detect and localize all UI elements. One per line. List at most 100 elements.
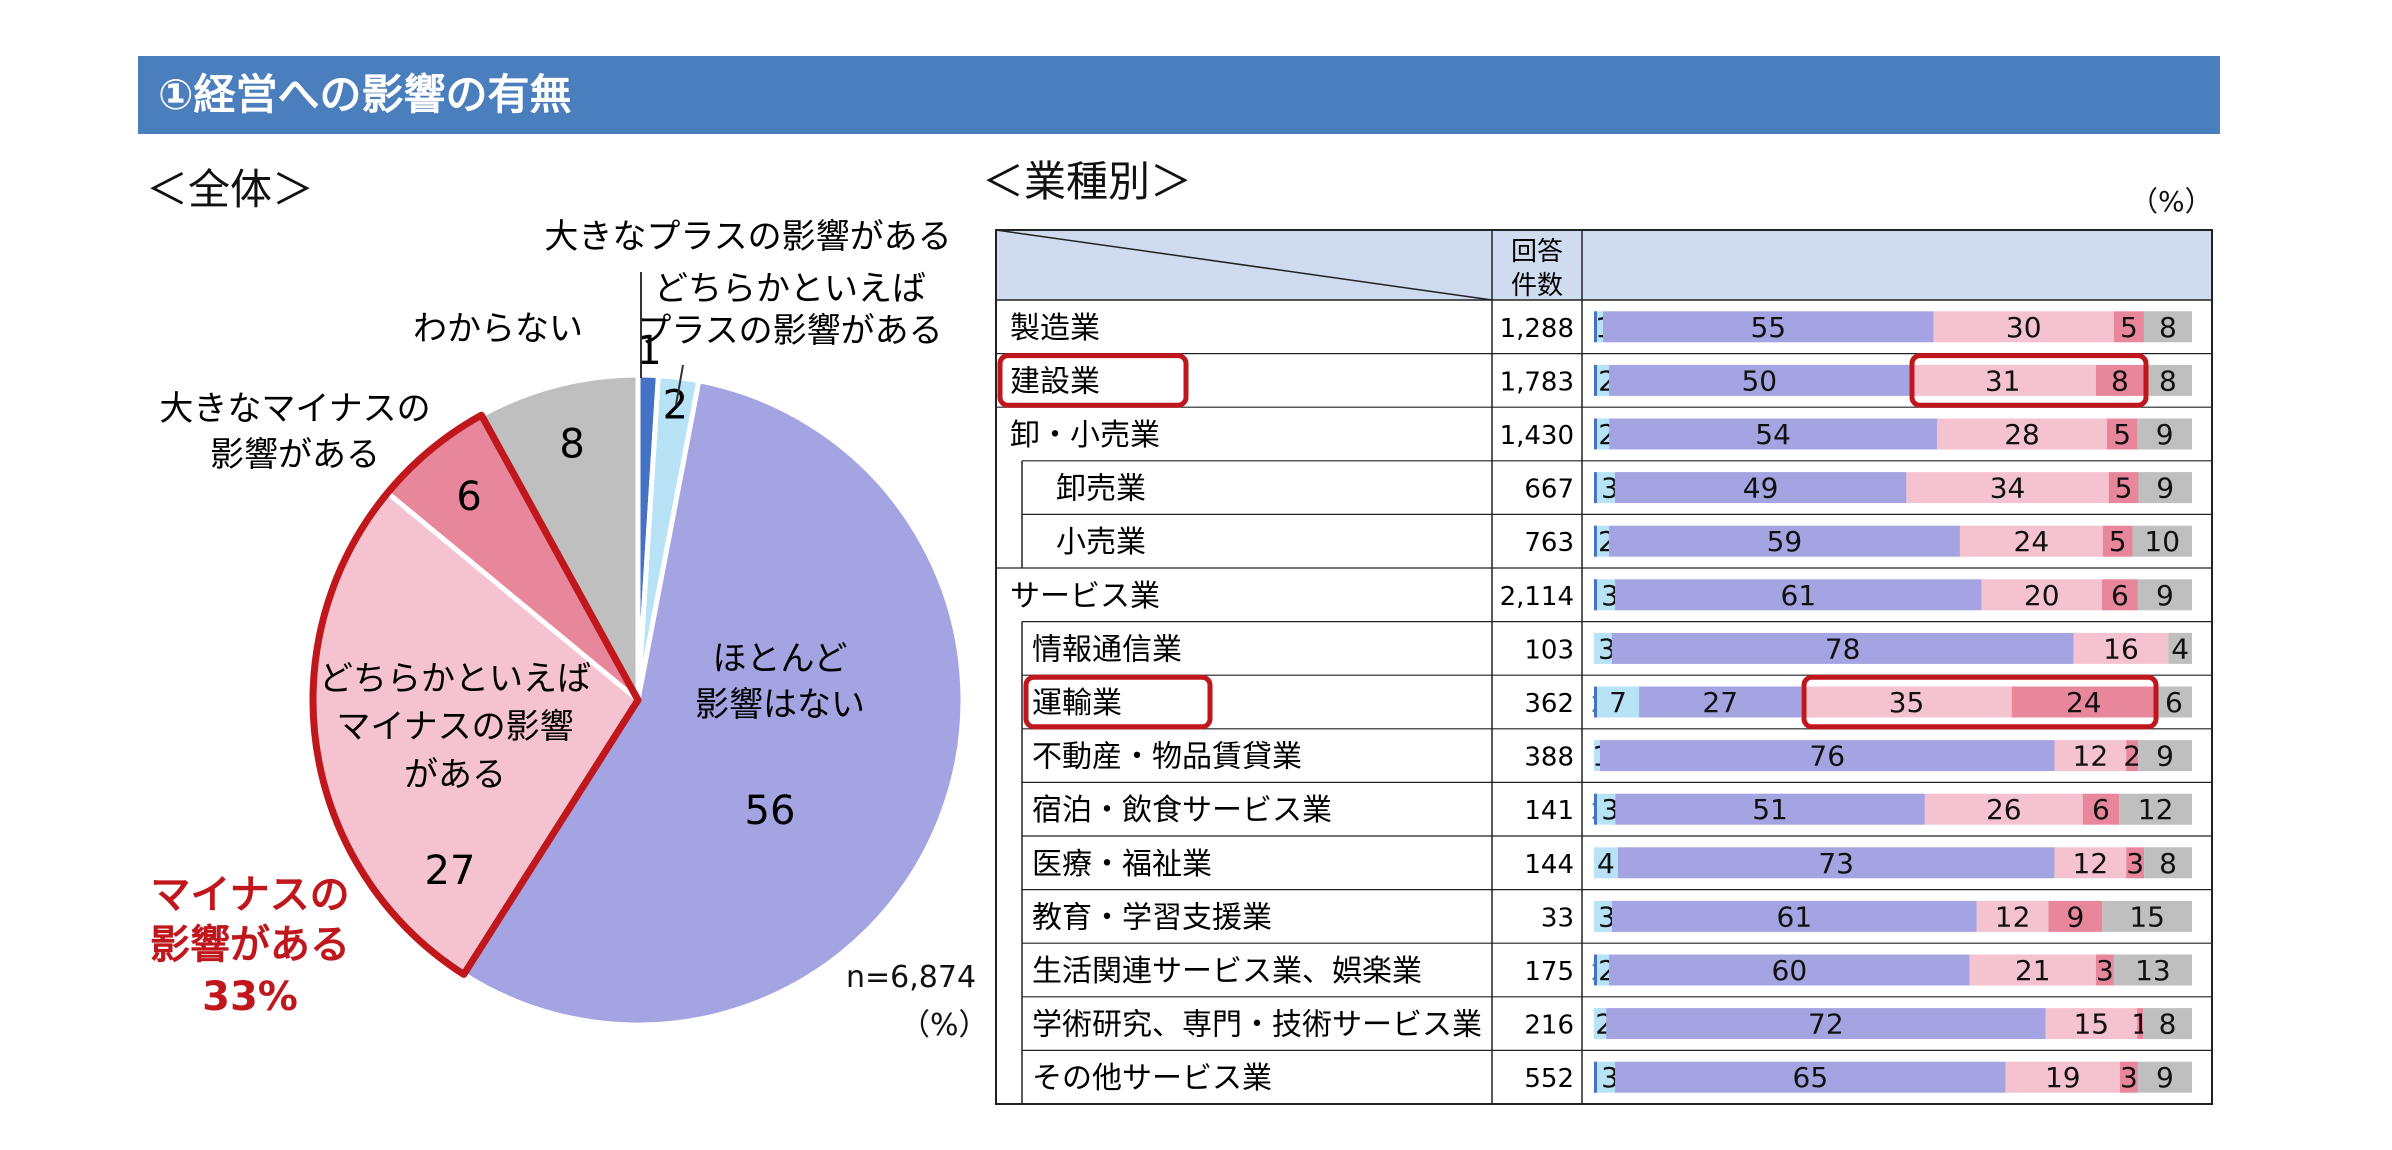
bar-label-12-4: 3 xyxy=(2096,954,2114,987)
header-bar xyxy=(138,56,2220,134)
bar-seg-1-3 xyxy=(1909,364,2096,396)
bar-label-5-1: 3 xyxy=(1601,579,1619,612)
bar-label-1-2: 50 xyxy=(1741,364,1777,397)
bar-label-8-2: 76 xyxy=(1809,740,1845,773)
bar-seg-12-0 xyxy=(1594,954,1598,986)
table-border xyxy=(995,229,2213,1105)
bar-seg-3-0 xyxy=(1594,472,1597,504)
industry-table: 回答件数製造業1,2881553058建設業1,7832503188卸・小売業1… xyxy=(995,229,2213,1105)
bar-label-9-3: 26 xyxy=(1986,793,2022,826)
row-count-3: 667 xyxy=(1524,475,1574,505)
bar-seg-2-0 xyxy=(1594,418,1598,450)
row-count-2: 1,430 xyxy=(1500,421,1574,451)
count-header-1: 件数 xyxy=(1511,271,1563,301)
bar-seg-7-3 xyxy=(1801,686,2012,718)
bar-seg-0-2 xyxy=(1603,311,1934,343)
pie-slice-5 xyxy=(478,372,641,702)
bar-seg-3-2 xyxy=(1614,472,1907,504)
bar-seg-5-2 xyxy=(1615,579,1982,611)
bar-seg-5-5 xyxy=(2137,579,2192,611)
negative-total-line-1: マイナスの xyxy=(150,872,350,918)
pie-category-label-1-1: プラスの影響がある xyxy=(637,311,942,351)
bar-label-13-5: 8 xyxy=(2159,1008,2177,1041)
bar-seg-4-3 xyxy=(1959,525,2103,557)
bar-seg-2-3 xyxy=(1937,418,2108,450)
bar-label-7-2: 27 xyxy=(1702,686,1738,719)
bar-label-0-2: 55 xyxy=(1750,311,1786,344)
row-count-12: 175 xyxy=(1524,957,1574,987)
bar-seg-14-4 xyxy=(2119,1061,2138,1093)
bar-seg-10-2 xyxy=(1617,847,2055,879)
bar-label-10-3: 12 xyxy=(2073,847,2109,880)
bar-label-3-5: 9 xyxy=(2156,472,2174,505)
bar-label-7-1: 7 xyxy=(1609,686,1627,719)
bar-seg-13-2 xyxy=(1606,1008,2046,1040)
table-header xyxy=(996,230,2212,300)
row-category-12: 生活関連サービス業、娯楽業 xyxy=(1032,954,1422,989)
row-count-0: 1,288 xyxy=(1500,314,1574,344)
pie-category-label-4-1: 影響がある xyxy=(210,435,380,475)
row-category-3: 卸売業 xyxy=(1056,472,1146,507)
highlight-transport-bar xyxy=(1801,674,2159,730)
bar-seg-2-5 xyxy=(2137,418,2192,450)
bar-label-10-4: 3 xyxy=(2126,847,2144,880)
bar-seg-1-1 xyxy=(1597,364,1610,396)
bar-seg-2-2 xyxy=(1609,418,1938,450)
bar-seg-14-2 xyxy=(1615,1061,2006,1093)
row-count-7: 362 xyxy=(1524,689,1574,719)
row-count-8: 388 xyxy=(1524,743,1574,773)
bar-label-11-5: 15 xyxy=(2129,900,2165,933)
bar-label-9-2: 51 xyxy=(1752,793,1788,826)
bar-label-7-4: 24 xyxy=(2066,686,2102,719)
row-count-11: 33 xyxy=(1541,903,1574,933)
bar-label-8-3: 12 xyxy=(2073,740,2109,773)
bar-seg-9-4 xyxy=(2082,793,2120,825)
header-diagonal xyxy=(995,229,1493,301)
bar-label-11-1: 3 xyxy=(1598,900,1616,933)
bar-label-14-4: 3 xyxy=(2120,1061,2138,1094)
bar-seg-12-1 xyxy=(1597,954,1610,986)
bar-seg-12-3 xyxy=(1969,954,2096,986)
bar-label-11-3: 12 xyxy=(1995,900,2031,933)
pie-value-1: 2 xyxy=(663,382,688,428)
row-category-13: 学術研究、専門・技術サービス業 xyxy=(1032,1008,1482,1043)
sample-size-label: n=6,874 xyxy=(846,960,977,995)
bar-label-2-4: 5 xyxy=(2113,418,2131,451)
row-count-5: 2,114 xyxy=(1500,582,1574,612)
bar-label-13-3: 15 xyxy=(2073,1008,2109,1041)
bar-seg-14-5 xyxy=(2137,1061,2192,1093)
row-count-14: 552 xyxy=(1524,1064,1574,1094)
bar-seg-4-2 xyxy=(1608,525,1960,557)
bar-seg-3-5 xyxy=(2138,472,2192,504)
bar-label-0-4: 5 xyxy=(2120,311,2138,344)
pie-slice-2 xyxy=(460,377,966,1028)
bar-seg-9-2 xyxy=(1615,793,1925,825)
bar-label-6-3: 16 xyxy=(2103,632,2139,665)
row-category-1: 建設業 xyxy=(1010,364,1100,399)
bar-label-4-2: 59 xyxy=(1767,525,1803,558)
row-category-5: サービス業 xyxy=(1010,579,1160,614)
bar-seg-7-0 xyxy=(1594,686,1598,718)
bar-seg-9-0 xyxy=(1594,793,1598,825)
bar-seg-5-1 xyxy=(1597,579,1616,611)
bar-label-10-5: 8 xyxy=(2159,847,2177,880)
bar-label-12-3: 21 xyxy=(2015,954,2051,987)
bar-seg-1-4 xyxy=(2095,364,2144,396)
bar-seg-8-5 xyxy=(2138,740,2192,772)
overall-pie-chart: 12562768大きなプラスの影響があるどちらかといえばプラスの影響があるほとん… xyxy=(159,217,966,1028)
negative-slices-outline xyxy=(309,411,642,978)
bar-seg-8-2 xyxy=(1599,740,2055,772)
count-header-0: 回答 xyxy=(1511,237,1563,267)
highlight-construction-label xyxy=(997,353,1189,408)
bar-label-3-1: 3 xyxy=(1601,472,1619,505)
pie-category-label-0-0: 大きなプラスの影響がある xyxy=(544,217,951,257)
bar-label-14-3: 19 xyxy=(2045,1061,2081,1094)
bar-seg-9-5 xyxy=(2119,793,2192,825)
page-title: ①経営への影響の有無 xyxy=(158,70,572,119)
bar-seg-12-5 xyxy=(2113,954,2192,986)
pie-category-label-3-0: どちらかといえば xyxy=(319,659,591,699)
bar-label-10-1: 4 xyxy=(1597,847,1615,880)
bar-label-12-2: 60 xyxy=(1772,954,1808,987)
bar-seg-7-1 xyxy=(1597,686,1640,718)
bar-seg-11-1 xyxy=(1594,900,1612,932)
